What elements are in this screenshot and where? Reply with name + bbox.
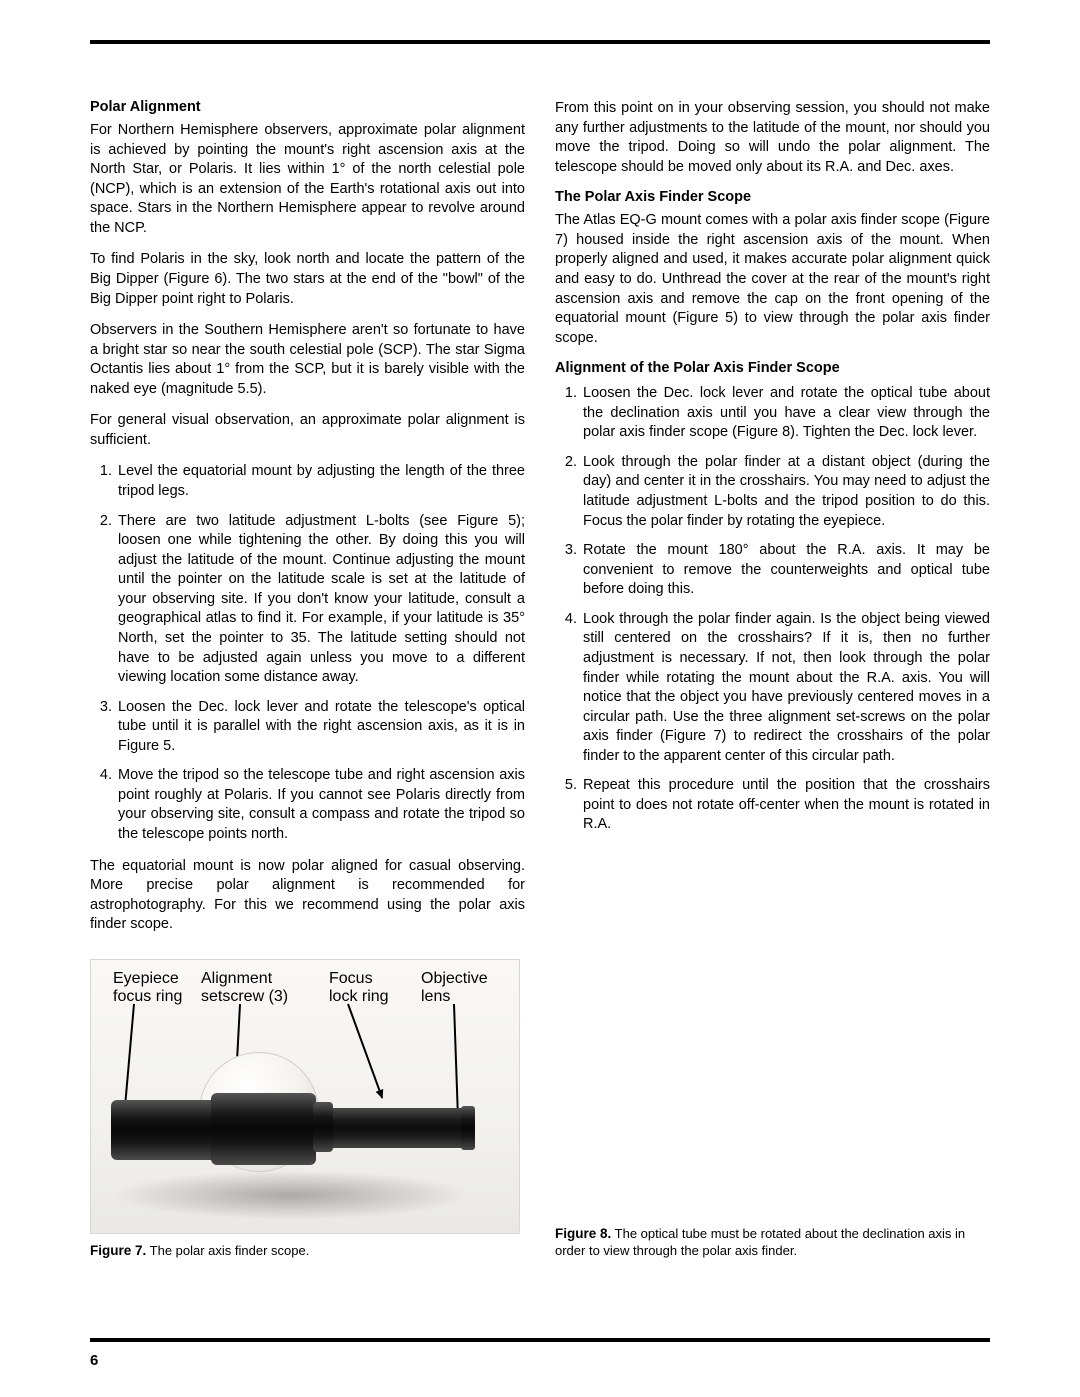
scope-collar-icon xyxy=(211,1093,316,1165)
para: To find Polaris in the sky, look north a… xyxy=(90,250,525,309)
scope-objective-icon xyxy=(461,1106,475,1150)
polar-align-steps: Level the equatorial mount by adjusting … xyxy=(90,462,525,844)
list-item: Look through the polar finder at a dista… xyxy=(581,453,990,531)
list-item: Rotate the mount 180° about the R.A. axi… xyxy=(581,541,990,600)
list-item: Level the equatorial mount by adjusting … xyxy=(116,462,525,501)
arrow-icon xyxy=(124,1004,135,1112)
label-line: setscrew (3) xyxy=(201,988,288,1006)
fig7-label-eyepiece: Eyepiece focus ring xyxy=(113,970,182,1006)
label-line: Objective xyxy=(421,970,488,988)
caption-text: The polar axis finder scope. xyxy=(146,1243,309,1258)
figure-row: Eyepiece focus ring Alignment setscrew (… xyxy=(90,951,990,1260)
list-item: There are two latitude adjustment L-bolt… xyxy=(116,512,525,688)
list-item: Move the tripod so the telescope tube an… xyxy=(116,766,525,844)
scope-tube-icon xyxy=(309,1108,469,1148)
caption-bold: Figure 8. xyxy=(555,1226,611,1241)
figure7-cell: Eyepiece focus ring Alignment setscrew (… xyxy=(90,951,525,1260)
subheading-alignment-finder: Alignment of the Polar Axis Finder Scope xyxy=(555,360,990,376)
fig7-label-focus: Focus lock ring xyxy=(329,970,389,1006)
figure7-image: Eyepiece focus ring Alignment setscrew (… xyxy=(90,959,520,1234)
para: For general visual observation, an appro… xyxy=(90,411,525,450)
finder-alignment-steps: Loosen the Dec. lock lever and rotate th… xyxy=(555,384,990,835)
list-item: Look through the polar finder again. Is … xyxy=(581,610,990,767)
left-column: Polar Alignment For Northern Hemisphere … xyxy=(90,99,525,947)
para: The equatorial mount is now polar aligne… xyxy=(90,857,525,935)
shadow-icon xyxy=(111,1170,471,1220)
para: From this point on in your observing ses… xyxy=(555,99,990,177)
label-line: Focus xyxy=(329,970,389,988)
figure7-caption: Figure 7. The polar axis finder scope. xyxy=(90,1242,525,1260)
body-columns: Polar Alignment For Northern Hemisphere … xyxy=(90,99,990,947)
list-item: Repeat this procedure until the position… xyxy=(581,776,990,835)
fig7-label-alignment: Alignment setscrew (3) xyxy=(201,970,288,1006)
bottom-rule xyxy=(90,1338,990,1342)
arrow-icon xyxy=(453,1004,459,1122)
label-line: Eyepiece xyxy=(113,970,182,988)
para: Observers in the Southern Hemisphere are… xyxy=(90,321,525,399)
label-line: focus ring xyxy=(113,988,182,1006)
scope-lockring-icon xyxy=(313,1102,333,1152)
label-line: Alignment xyxy=(201,970,288,988)
list-item: Loosen the Dec. lock lever and rotate th… xyxy=(116,698,525,757)
para: For Northern Hemisphere observers, appro… xyxy=(90,121,525,238)
top-rule xyxy=(90,40,990,44)
label-line: lock ring xyxy=(329,988,389,1006)
page-number: 6 xyxy=(90,1352,98,1369)
arrow-icon xyxy=(347,1004,383,1098)
para: The Atlas EQ-G mount comes with a polar … xyxy=(555,211,990,348)
figure8-cell: Figure 8. The optical tube must be rotat… xyxy=(555,1225,990,1260)
right-column: From this point on in your observing ses… xyxy=(555,99,990,947)
heading-polar-axis-finder: The Polar Axis Finder Scope xyxy=(555,189,990,205)
fig7-label-objective: Objective lens xyxy=(421,970,488,1006)
heading-polar-alignment: Polar Alignment xyxy=(90,99,525,115)
list-item: Loosen the Dec. lock lever and rotate th… xyxy=(581,384,990,443)
caption-bold: Figure 7. xyxy=(90,1243,146,1258)
figure8-caption: Figure 8. The optical tube must be rotat… xyxy=(555,1225,990,1260)
scope-eyepiece-icon xyxy=(111,1100,221,1160)
caption-text: The optical tube must be rotated about t… xyxy=(555,1226,965,1258)
